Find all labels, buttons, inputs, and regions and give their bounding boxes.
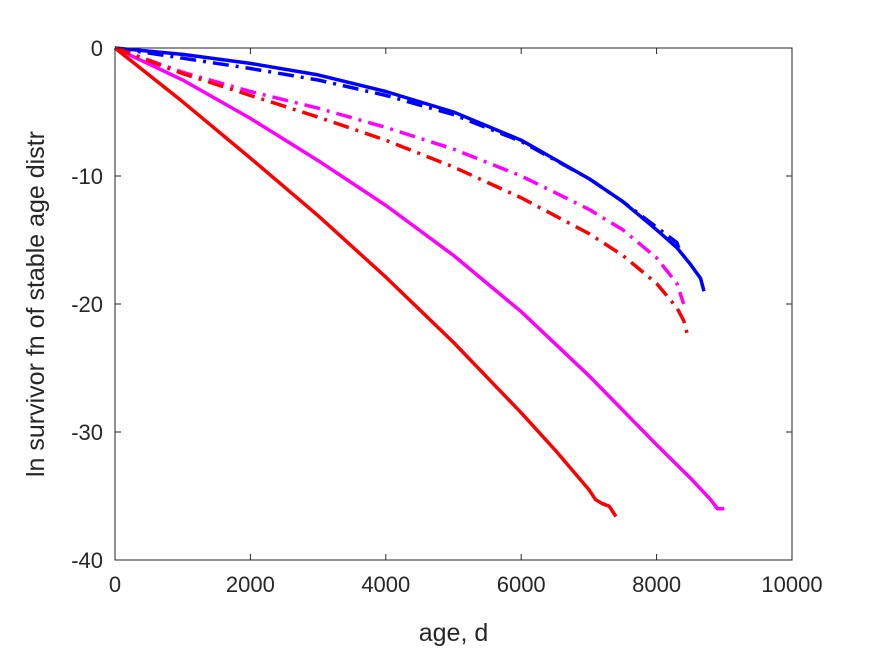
x-tick-label: 6000	[497, 572, 546, 597]
y-tick-label: -30	[71, 420, 103, 445]
series-line-5	[113, 46, 618, 518]
x-tick-label: 0	[109, 572, 121, 597]
x-tick-label: 4000	[361, 572, 410, 597]
series-line-1	[114, 46, 706, 292]
y-tick-label: -10	[71, 164, 103, 189]
series-line-6	[114, 46, 689, 334]
y-tick-label: 0	[91, 36, 103, 61]
x-tick-label: 8000	[632, 572, 681, 597]
tick-layer: 0 2000 4000 6000 8000 10000 0 -10 -20 -30 -40	[71, 36, 822, 597]
x-axis-label: age, d	[419, 619, 489, 647]
y-tick-label: -40	[71, 548, 103, 573]
series-line-3	[114, 46, 725, 511]
x-tick-label: 2000	[226, 572, 275, 597]
y-tick-label: -20	[71, 292, 103, 317]
series-layer	[113, 46, 725, 518]
x-tick-label: 10000	[761, 572, 822, 597]
y-axis-label: ln survivor fn of stable age distr	[22, 131, 50, 477]
